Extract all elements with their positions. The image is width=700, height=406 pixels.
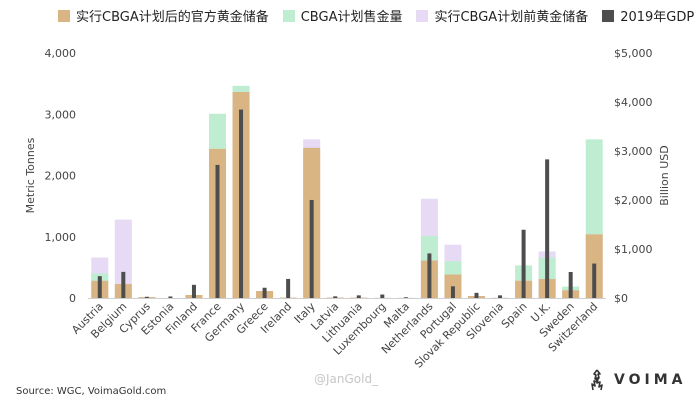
y-tick-label: 4,000 — [45, 47, 77, 60]
bar-gdp — [545, 159, 550, 298]
bar-gdp — [403, 297, 408, 298]
bar-gdp — [521, 229, 526, 298]
legend-swatch — [282, 9, 295, 22]
y2-tick-label: $1,000 — [614, 243, 653, 256]
bar-gdp — [215, 164, 220, 298]
y-tick-label: 2,000 — [45, 170, 77, 183]
brand-logo: VOIMA — [586, 369, 686, 391]
bar-gdp — [121, 271, 126, 298]
bar-gdp — [450, 286, 455, 298]
bar-gdp — [168, 296, 173, 298]
chart-legend: 实行CBGA计划后的官方黄金储备 CBGA计划售金量 实行CBGA计划前黄金储备 20… — [58, 6, 700, 25]
bar-gdp — [239, 109, 244, 299]
legend-item-4: 2019年GDP — [602, 6, 694, 25]
legend-label: CBGA计划售金量 — [300, 10, 403, 25]
brand-mark-icon — [591, 369, 603, 391]
bar-before-reserves — [114, 219, 132, 298]
y-tick-label: 0 — [69, 292, 76, 305]
bar-gdp — [97, 276, 102, 298]
legend-swatch — [58, 9, 70, 22]
bar-gdp — [474, 292, 479, 298]
y2-tick-label: $4,000 — [614, 96, 653, 109]
bar-cbga-sold — [444, 261, 462, 275]
bar-gdp — [568, 271, 573, 298]
bar-gdp — [356, 295, 361, 298]
legend-item-3: 实行CBGA计划前黄金储备 — [416, 6, 588, 25]
source-note: Source: WGC, VoimaGold.com — [16, 386, 167, 397]
bar-gdp — [262, 287, 267, 298]
bar-after-reserves — [444, 274, 462, 298]
legend-label: 2019年GDP — [620, 10, 695, 25]
brand-name: VOIMA — [614, 372, 687, 388]
legend-label: 实行CBGA计划后的官方黄金储备 — [76, 10, 269, 25]
watermark: @JanGold_ — [314, 372, 379, 386]
bar-gdp — [286, 278, 291, 298]
bar-gdp — [427, 253, 432, 298]
y2-axis-label: Billion USD — [658, 145, 671, 205]
y-axis-label: Metric Tonnes — [24, 137, 37, 213]
legend-swatch — [602, 9, 615, 22]
bar-gdp — [592, 263, 597, 298]
bar-cbga-sold — [585, 139, 603, 235]
legend-item-2: CBGA计划售金量 — [282, 6, 403, 25]
legend-label: 实行CBGA计划前黄金储备 — [434, 10, 589, 25]
bar-gdp — [144, 296, 149, 298]
y2-tick-label: $2,000 — [614, 194, 653, 207]
y-tick-label: 3,000 — [45, 108, 77, 121]
y2-tick-label: $3,000 — [614, 145, 653, 158]
bar-gdp — [498, 295, 503, 298]
bar-gdp — [380, 294, 385, 298]
bar-gdp — [333, 296, 338, 298]
y-tick-label: 1,000 — [45, 231, 77, 244]
bar-gdp — [191, 284, 196, 298]
bar-gdp — [309, 199, 314, 298]
y2-tick-label: $0 — [614, 292, 628, 305]
x-tick-label: Spain — [499, 300, 530, 331]
legend-swatch — [416, 9, 429, 22]
bar-cbga-sold — [209, 113, 226, 149]
bar-cbga-sold — [232, 85, 250, 92]
legend-item-1: 实行CBGA计划后的官方黄金储备 — [58, 6, 269, 25]
bar-cbga-sold — [420, 236, 438, 261]
y2-tick-label: $5,000 — [614, 47, 653, 60]
